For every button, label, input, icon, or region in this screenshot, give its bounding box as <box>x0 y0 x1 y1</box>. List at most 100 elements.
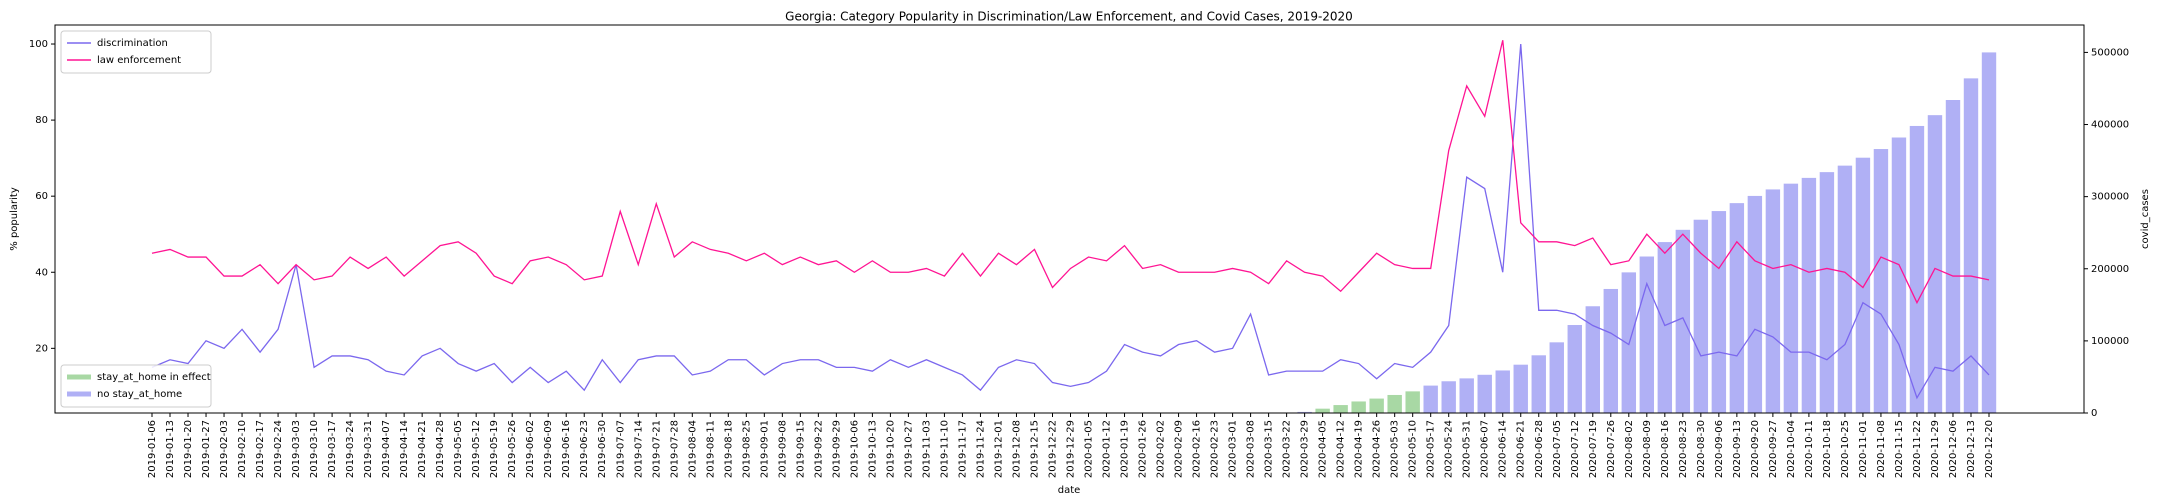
bar <box>1675 229 1691 413</box>
bar <box>1585 306 1600 413</box>
x-tick-label: 2019-08-11 <box>705 420 716 478</box>
y2-tick-label: 400000 <box>2091 120 2129 131</box>
x-tick-label: 2019-09-29 <box>831 420 842 478</box>
bar <box>1639 256 1655 413</box>
x-tick-label: 2020-01-12 <box>1102 420 1113 478</box>
x-tick-label: 2019-03-31 <box>363 420 374 478</box>
x-tick-label: 2020-07-26 <box>1606 420 1617 478</box>
x-tick-label: 2020-11-22 <box>1912 420 1923 478</box>
x-tick-label: 2019-05-26 <box>507 420 518 478</box>
bar <box>1783 183 1799 413</box>
x-tick-label: 2020-02-09 <box>1174 420 1185 478</box>
x-tick-label: 2019-03-24 <box>345 420 356 478</box>
x-tick-label: 2019-10-06 <box>849 420 860 478</box>
x-tick-label: 2020-08-30 <box>1696 420 1707 478</box>
bar <box>1387 394 1402 413</box>
x-tick-label: 2020-06-21 <box>1516 420 1527 478</box>
x-tick-label: 2019-11-17 <box>957 420 968 478</box>
x-tick-label: 2019-04-07 <box>381 420 392 478</box>
bar <box>1405 391 1420 413</box>
x-tick-label: 2020-01-05 <box>1084 420 1095 478</box>
y-tick-label: 40 <box>35 267 48 278</box>
x-tick-label: 2019-01-20 <box>183 420 194 478</box>
y-tick-label: 100 <box>29 39 48 50</box>
x-tick-label: 2019-07-21 <box>651 420 662 478</box>
x-tick-label: 2019-08-04 <box>687 420 698 478</box>
y2-tick-label: 500000 <box>2091 47 2129 58</box>
x-tick-label: 2020-05-31 <box>1462 420 1473 478</box>
legend-box <box>60 364 212 408</box>
x-tick-label: 2019-11-10 <box>939 420 950 478</box>
bar <box>1603 288 1618 413</box>
x-tick-label: 2020-08-09 <box>1642 420 1653 478</box>
bar <box>1333 405 1348 413</box>
y2-tick-label: 100000 <box>2091 336 2129 347</box>
x-tick-label: 2020-06-28 <box>1534 420 1545 478</box>
bar <box>1963 78 1979 413</box>
x-tick-label: 2019-05-19 <box>489 420 500 478</box>
x-tick-label: 2020-01-26 <box>1138 420 1149 478</box>
y-tick-label: 60 <box>35 191 48 202</box>
bar <box>1477 374 1492 413</box>
legend-label: discrimination <box>97 38 168 49</box>
bar <box>1351 401 1366 413</box>
x-tick-label: 2019-02-03 <box>219 420 230 478</box>
legend: stay_at_home in effect no stay_at_home <box>60 364 212 408</box>
x-tick-label: 2020-09-06 <box>1714 420 1725 478</box>
legend-label: no stay_at_home <box>97 389 182 400</box>
x-tick-label: 2019-05-12 <box>471 420 482 478</box>
x-tick-label: 2019-08-25 <box>741 420 752 478</box>
x-tick-label: 2019-12-29 <box>1066 420 1077 478</box>
y-tick-label: 20 <box>35 343 48 354</box>
legend-box <box>60 30 212 74</box>
y2-tick-label: 0 <box>2091 408 2097 419</box>
bar <box>1369 398 1384 413</box>
x-tick-label: 2020-07-12 <box>1570 420 1581 478</box>
x-tick-label: 2019-04-14 <box>399 420 410 478</box>
x-tick-label: 2019-11-24 <box>975 420 986 478</box>
x-tick-label: 2020-04-19 <box>1354 420 1365 478</box>
x-tick-label: 2019-03-17 <box>327 420 338 478</box>
x-tick-label: 2020-12-06 <box>1948 420 1959 478</box>
x-tick-label: 2020-03-22 <box>1282 420 1293 478</box>
x-tick-label: 2020-03-08 <box>1246 420 1257 478</box>
x-tick-label: 2020-05-10 <box>1408 420 1419 478</box>
x-tick-label: 2020-08-02 <box>1624 420 1635 478</box>
x-tick-label: 2020-11-01 <box>1858 420 1869 478</box>
x-tick-label: 2019-09-08 <box>777 420 788 478</box>
legend: discrimination law enforcement <box>60 30 212 74</box>
legend-label: stay_at_home in effect <box>97 372 211 383</box>
x-tick-label: 2019-06-23 <box>579 420 590 478</box>
x-tick-label: 2019-10-27 <box>903 420 914 478</box>
x-tick-label: 2019-06-30 <box>597 420 608 478</box>
x-tick-label: 2019-03-10 <box>309 420 320 478</box>
x-tick-label: 2019-06-09 <box>543 420 554 478</box>
x-tick-label: 2019-02-24 <box>273 420 284 478</box>
x-tick-label: 2019-09-01 <box>759 420 770 478</box>
x-tick-label: 2019-11-03 <box>921 420 932 478</box>
bar <box>1693 219 1709 413</box>
y2-tick-label: 300000 <box>2091 192 2129 203</box>
y2-tick-label: 200000 <box>2091 264 2129 275</box>
x-tick-label: 2019-06-02 <box>525 420 536 478</box>
x-tick-label: 2020-10-25 <box>1840 420 1851 478</box>
x-tick-label: 2020-01-19 <box>1120 420 1131 478</box>
bar <box>1513 364 1528 413</box>
bar <box>1855 157 1871 413</box>
x-tick-label: 2020-05-17 <box>1426 420 1437 478</box>
x-tick-label: 2020-04-26 <box>1372 420 1383 478</box>
x-tick-label: 2020-03-15 <box>1264 420 1275 478</box>
bar <box>1747 195 1763 413</box>
x-tick-label: 2019-09-22 <box>813 420 824 478</box>
bar <box>1891 137 1907 414</box>
x-tick-label: 2020-02-16 <box>1192 420 1203 478</box>
legend-label: law enforcement <box>97 55 181 66</box>
x-tick-label: 2019-08-18 <box>723 420 734 478</box>
bar <box>1927 115 1943 414</box>
bar <box>1441 381 1456 413</box>
bar <box>1549 342 1564 413</box>
bar <box>1801 177 1817 413</box>
x-tick-label: 2019-06-16 <box>561 420 572 478</box>
x-tick-label: 2020-03-01 <box>1228 420 1239 478</box>
